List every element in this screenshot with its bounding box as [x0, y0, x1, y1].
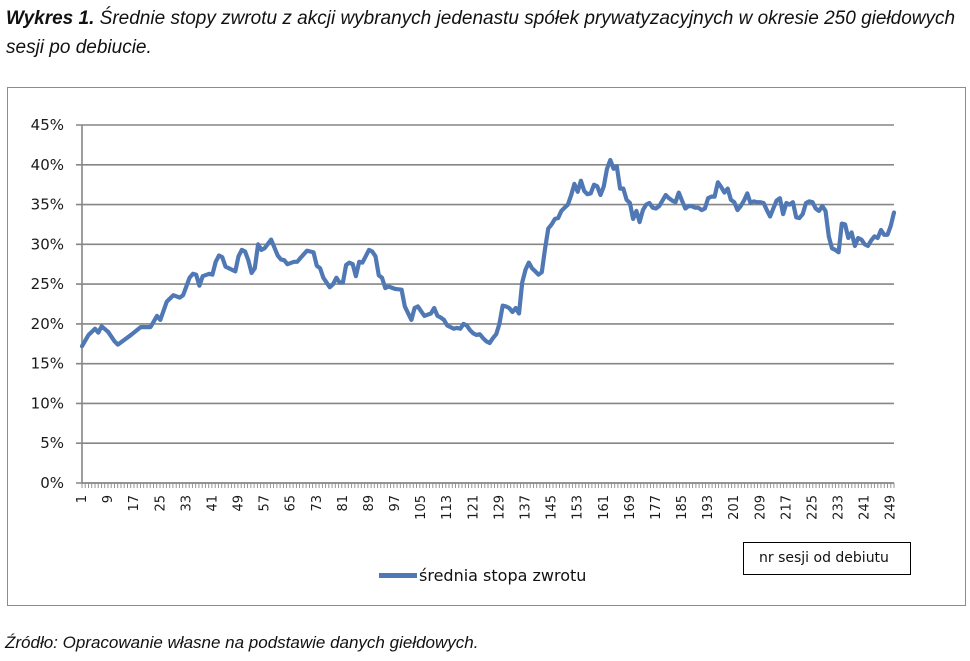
- x-axis-title-box: nr sesji od debiutu: [743, 542, 911, 575]
- figure-source: Źródło: Opracowanie własne na podstawie …: [5, 633, 479, 652]
- figure-title: Wykres 1. Średnie stopy zwrotu z akcji w…: [6, 4, 966, 62]
- legend-label: średnia stopa zwrotu: [419, 566, 587, 585]
- legend: średnia stopa zwrotu: [379, 566, 586, 585]
- y-tick-label: 25%: [31, 275, 64, 293]
- x-tick-label: 105: [414, 495, 429, 520]
- x-tick-label: 217: [779, 495, 794, 520]
- y-tick-label: 5%: [40, 434, 64, 452]
- x-tick-label: 193: [701, 495, 716, 520]
- x-tick-label: 81: [336, 495, 351, 512]
- y-tick-label: 10%: [31, 394, 64, 412]
- x-tick-label: 65: [284, 495, 299, 512]
- x-tick-label: 137: [519, 495, 534, 520]
- legend-line-swatch-icon: [379, 573, 417, 578]
- x-tick-label: 89: [362, 495, 377, 512]
- x-tick-label: 49: [232, 495, 247, 512]
- chart-area: [7, 87, 966, 606]
- x-tick-label: 153: [571, 495, 586, 520]
- y-tick-label: 30%: [31, 235, 64, 253]
- x-tick-label: 161: [597, 495, 612, 520]
- x-tick-label: 233: [832, 495, 847, 520]
- y-tick-label: 0%: [40, 474, 64, 492]
- x-tick-label: 57: [258, 495, 273, 512]
- x-tick-label: 145: [545, 495, 560, 520]
- x-tick-label: 241: [858, 495, 873, 520]
- x-tick-label: 1: [75, 495, 90, 503]
- x-tick-label: 41: [205, 495, 220, 512]
- x-tick-label: 209: [753, 495, 768, 520]
- x-tick-label: 129: [492, 495, 507, 520]
- x-tick-label: 113: [440, 495, 455, 520]
- x-tick-label: 201: [727, 495, 742, 520]
- y-tick-label: 15%: [31, 355, 64, 373]
- figure-label: Wykres 1.: [6, 8, 95, 29]
- y-tick-label: 35%: [31, 196, 64, 214]
- x-tick-label: 33: [179, 495, 194, 512]
- figure-title-text: Średnie stopy zwrotu z akcji wybranych j…: [6, 8, 956, 58]
- y-tick-label: 40%: [31, 156, 64, 174]
- x-tick-label: 169: [623, 495, 638, 520]
- x-tick-label: 17: [127, 495, 142, 512]
- x-axis-ticks: [81, 483, 895, 488]
- x-tick-label: 121: [466, 495, 481, 520]
- x-tick-label: 225: [805, 495, 820, 520]
- x-tick-label: 97: [388, 495, 403, 512]
- series-line: [79, 157, 897, 349]
- y-tick-label: 20%: [31, 315, 64, 333]
- x-tick-label: 185: [675, 495, 690, 520]
- x-tick-label: 73: [310, 495, 325, 512]
- x-tick-label: 249: [884, 495, 899, 520]
- x-tick-label: 177: [649, 495, 664, 520]
- y-tick-label: 45%: [31, 116, 64, 134]
- x-tick-label: 25: [153, 495, 168, 512]
- x-tick-label: 9: [101, 495, 116, 503]
